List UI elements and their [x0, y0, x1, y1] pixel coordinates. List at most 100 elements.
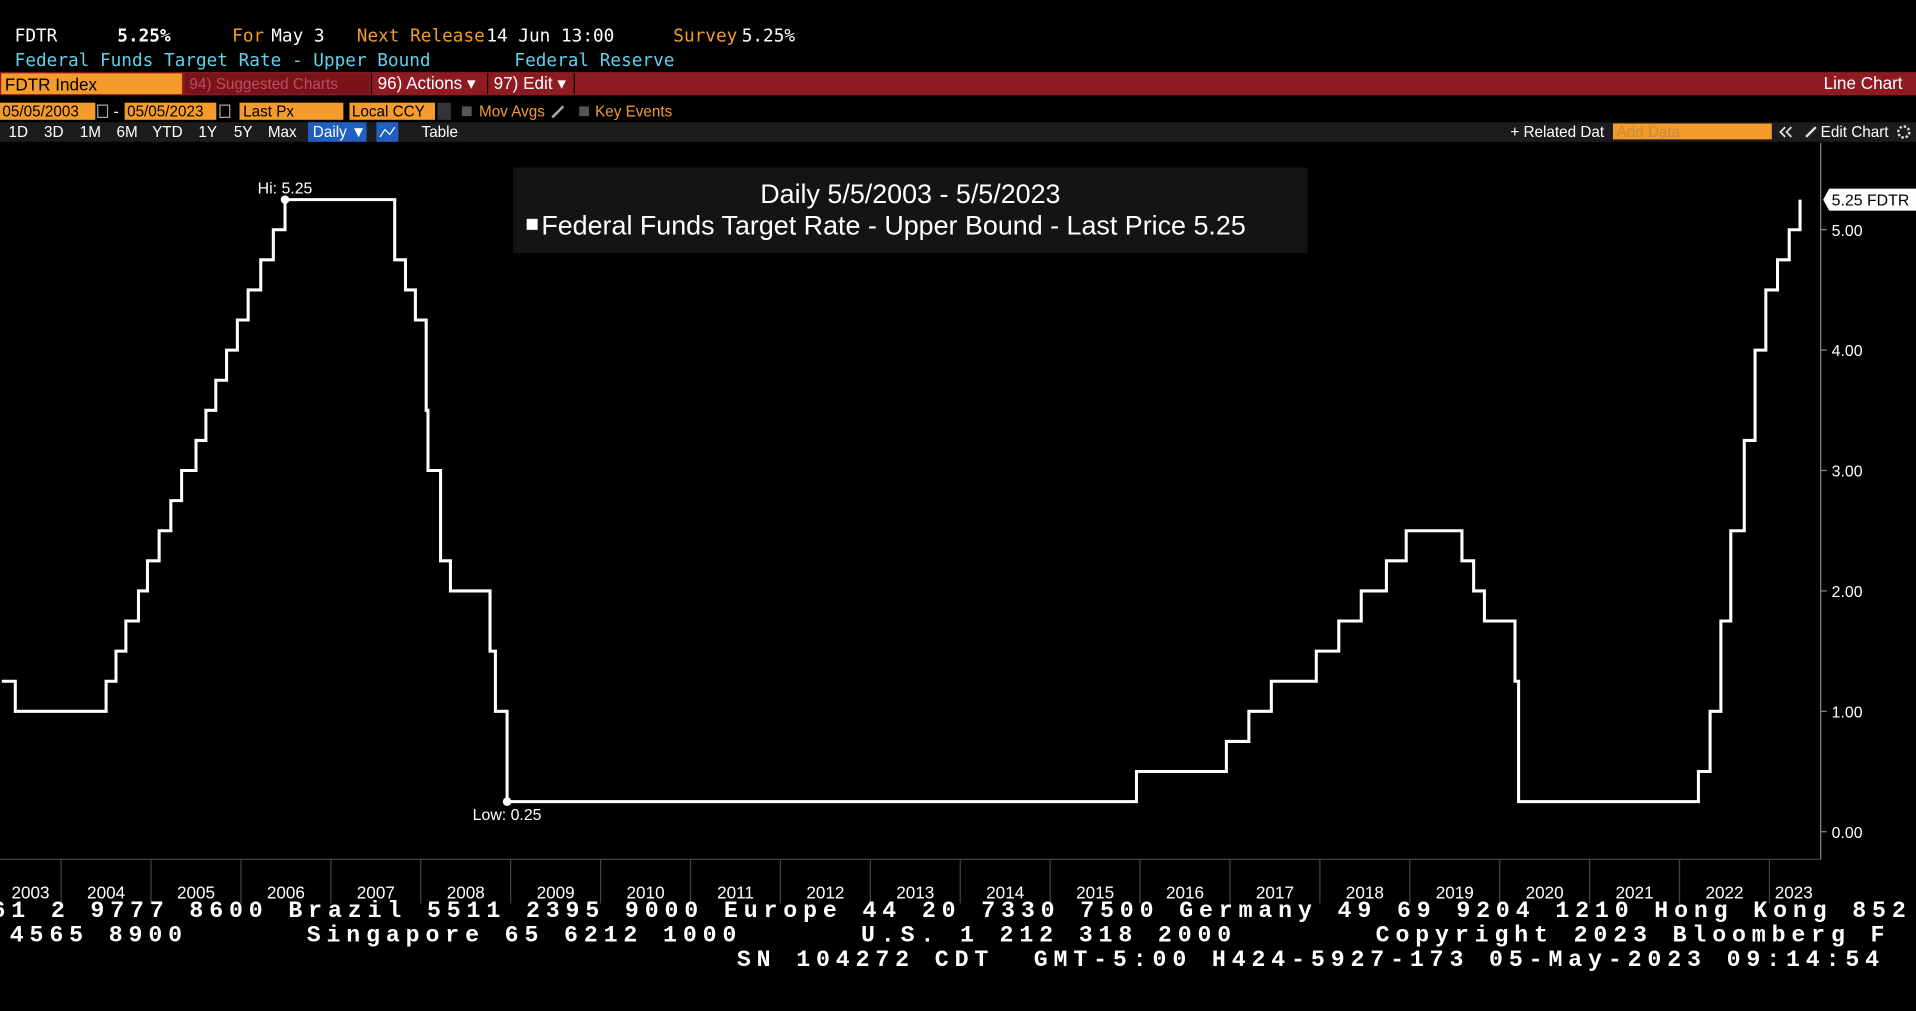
legend-last-value: 5.25 [1193, 211, 1245, 241]
calendar-icon[interactable] [219, 104, 231, 118]
y-tick-label: 1.00 [1832, 704, 1863, 721]
range-button[interactable]: YTD [152, 124, 183, 141]
legend-box [513, 167, 1308, 254]
y-tick-label: 0.00 [1832, 825, 1863, 842]
x-tick-label: 2023 [1775, 884, 1813, 903]
frequency[interactable]: Daily ▼ [313, 124, 366, 141]
for-label: For [232, 27, 264, 47]
dropdown[interactable] [437, 102, 451, 120]
x-tick-label: 2017 [1256, 884, 1294, 903]
related-data[interactable]: + Related Dat [1510, 124, 1605, 141]
last-value-tag-label: 5.25 FDTR [1832, 193, 1910, 210]
x-tick-label: 2011 [717, 884, 754, 903]
key-events[interactable]: Key Events [595, 104, 673, 121]
annotation-label: Hi: 5.25 [258, 181, 313, 198]
security[interactable]: FDTR Index [5, 75, 98, 94]
settings-icon[interactable] [1897, 125, 1911, 139]
currency-box[interactable] [349, 102, 436, 120]
x-tick-label: 2013 [896, 884, 934, 903]
footer-line: 4565 8900 Singapore 65 6212 1000 U.S. 1 … [10, 922, 1891, 948]
range-button[interactable]: 6M [116, 124, 137, 141]
footer-line: 61 2 9777 8600 Brazil 5511 2395 9000 Eur… [0, 898, 1912, 924]
x-tick-label: 2005 [177, 884, 215, 903]
range-buttons: 1D 3D 1M 6M YTD 1Y 5Y Max [9, 124, 297, 141]
annotation-label: Low: 0.25 [473, 807, 542, 824]
for-date: May 3 [271, 27, 324, 47]
add-data-box[interactable] [1612, 123, 1772, 140]
y-tick-label: 4.00 [1832, 343, 1863, 360]
date-separator: - [114, 104, 119, 121]
toolbar [0, 122, 1916, 142]
x-tick-label: 2009 [537, 884, 575, 903]
field[interactable]: Last Px [243, 104, 294, 121]
menu-bar [0, 72, 1916, 96]
calendar-icon[interactable] [97, 104, 109, 118]
x-tick-label: 2010 [627, 884, 665, 903]
next-release: 14 Jun 13:00 [486, 27, 614, 47]
ticker: FDTR [15, 27, 58, 47]
x-tick-label: 2019 [1436, 884, 1474, 903]
range-button[interactable]: 3D [44, 124, 64, 141]
footer-line: SN 104272 CDT GMT-5:00 H424-5927-173 05-… [737, 947, 1885, 973]
suggested-box[interactable] [184, 73, 370, 95]
start-date-box[interactable] [0, 102, 96, 120]
x-tick-label: 2018 [1346, 884, 1384, 903]
edit-menu[interactable]: 97) Edit ▾ [494, 74, 567, 93]
end-date-box[interactable] [124, 102, 217, 120]
x-tick-label: 2022 [1705, 884, 1743, 903]
x-tick-label: 2021 [1616, 884, 1654, 903]
start-date[interactable]: 05/05/2003 [2, 104, 78, 121]
checkbox[interactable] [579, 106, 589, 117]
annotation-point [502, 797, 512, 806]
range-button[interactable]: 1M [80, 124, 101, 141]
legend-swatch [526, 218, 538, 230]
suggested-charts[interactable]: 94) Suggested Charts [189, 76, 338, 93]
x-tick-label: 2014 [986, 884, 1025, 903]
last-value-tag [1823, 188, 1916, 211]
range-button[interactable]: 1Y [198, 124, 217, 141]
frequency-box[interactable] [307, 122, 367, 142]
y-tick-label: 2.00 [1832, 584, 1863, 601]
description: Federal Funds Target Rate - Upper Bound [15, 51, 431, 71]
survey: 5.25% [742, 27, 796, 47]
y-tick-label: 5.00 [1832, 223, 1863, 240]
chart-subtitle: Daily 5/5/2003 - 5/5/2023 [760, 179, 1060, 209]
collapse-icon[interactable] [1779, 126, 1793, 138]
mov-avgs[interactable]: Mov Avgs [479, 104, 545, 121]
x-tick-label: 2008 [447, 884, 485, 903]
chart-icon[interactable] [379, 126, 396, 138]
checkbox[interactable] [461, 106, 472, 117]
pencil-icon[interactable] [551, 105, 565, 119]
table-button[interactable]: Table [422, 124, 458, 141]
pencil-icon[interactable] [1805, 126, 1817, 138]
security-box[interactable] [1, 73, 183, 95]
series-line [1, 198, 1802, 804]
add-data[interactable]: Add Data [1617, 124, 1681, 141]
x-tick-label: 2007 [357, 884, 395, 903]
plot: 0.00 1.00 2.00 3.00 4.00 5.00 2003 2004 2005 2006… [0, 143, 1916, 904]
range-button[interactable]: 1D [9, 124, 29, 141]
x-tick-label: 2006 [267, 884, 305, 903]
legend-entry: Federal Funds Target Rate - Upper Bound … [541, 211, 1245, 241]
x-tick-label: 2003 [12, 884, 50, 903]
annotation-point [280, 195, 290, 204]
survey-label: Survey [673, 27, 737, 47]
x-tick-label: 2016 [1166, 884, 1204, 903]
range-button[interactable]: Max [268, 124, 297, 141]
field-box[interactable] [239, 102, 344, 120]
end-date[interactable]: 05/05/2023 [127, 104, 203, 121]
x-tick-label: 2015 [1076, 884, 1114, 903]
legend-name: Federal Funds Target Rate - Upper Bound … [541, 211, 1186, 241]
y-tick-label: 3.00 [1832, 464, 1863, 481]
x-tick-label: 2004 [87, 884, 126, 903]
last-value: 5.25% [117, 27, 171, 47]
source: Federal Reserve [514, 51, 674, 71]
range-button[interactable]: 5Y [234, 124, 253, 141]
actions-menu[interactable]: 96) Actions ▾ [378, 74, 476, 93]
edit-chart[interactable]: Edit Chart [1821, 124, 1890, 141]
currency[interactable]: Local CCY [352, 104, 425, 121]
x-tick-label: 2020 [1526, 884, 1564, 903]
chart-type[interactable]: Line Chart [1824, 74, 1903, 93]
